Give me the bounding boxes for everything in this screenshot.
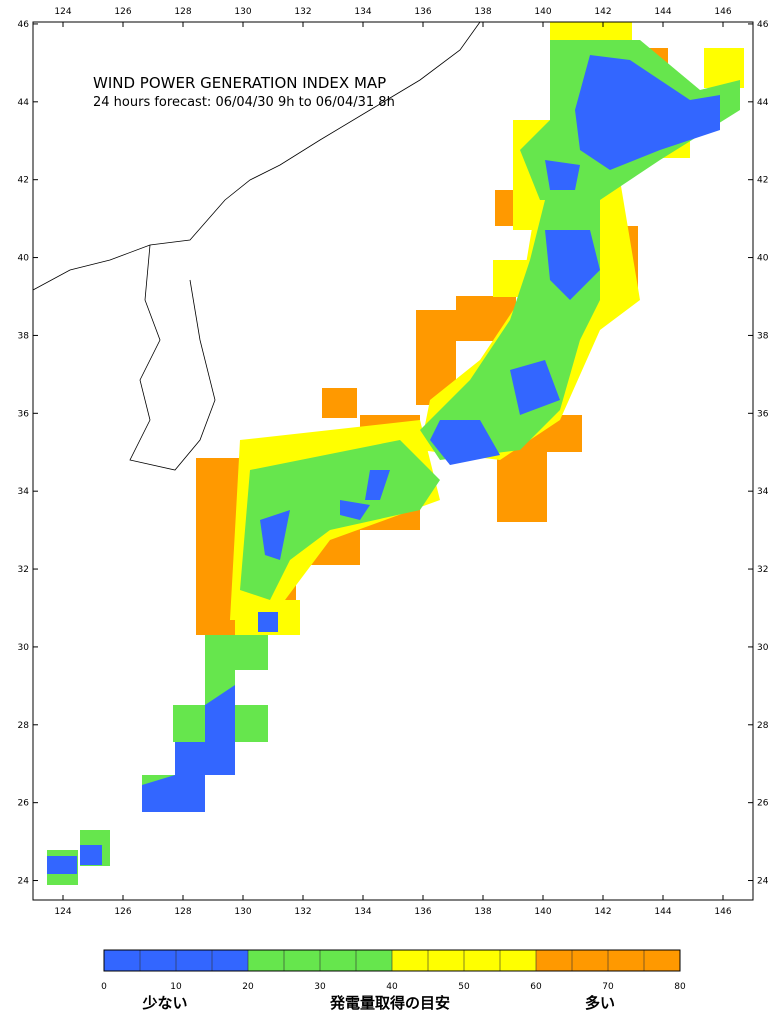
y-tick-label: 38 [757, 331, 769, 341]
y-tick-label: 26 [757, 799, 769, 809]
green-cells [47, 40, 740, 885]
x-tick-label: 136 [414, 7, 431, 17]
y-tick-label: 40 [18, 254, 30, 264]
y-tick-label: 36 [757, 409, 769, 419]
colorbar-tick-label: 40 [386, 982, 398, 992]
colorbar-tick-label: 20 [242, 982, 254, 992]
y-tick-label: 46 [18, 20, 30, 30]
x-tick-label: 136 [414, 907, 431, 917]
y-tick-label: 34 [757, 487, 769, 497]
x-tick-label: 130 [234, 7, 251, 17]
x-tick-label: 138 [474, 7, 491, 17]
y-tick-label: 38 [18, 331, 30, 341]
y-tick-label: 44 [757, 98, 769, 108]
y-tick-label: 44 [18, 98, 30, 108]
colorbar-tick-label: 10 [170, 982, 182, 992]
y-tick-label: 32 [757, 565, 768, 575]
x-tick-label: 140 [534, 7, 551, 17]
y-tick-label: 28 [18, 721, 30, 731]
x-tick-label: 140 [534, 907, 551, 917]
x-tick-label: 144 [654, 907, 671, 917]
coastline [129, 244, 216, 471]
y-tick-label: 42 [18, 176, 29, 186]
y-tick-label: 32 [18, 565, 29, 575]
y-tick-label: 36 [18, 409, 30, 419]
x-tick-label: 132 [294, 907, 311, 917]
colorbar-tick-label: 30 [314, 982, 326, 992]
x-tick-label: 134 [354, 7, 371, 17]
colorbar-low-label: 少ない [141, 994, 187, 1012]
y-tick-label: 30 [757, 643, 769, 653]
x-tick-label: 142 [594, 907, 611, 917]
x-tick-label: 138 [474, 907, 491, 917]
y-tick-label: 34 [18, 487, 30, 497]
y-tick-label: 26 [18, 799, 30, 809]
x-tick-label: 146 [714, 907, 731, 917]
x-tick-label: 130 [234, 907, 251, 917]
x-tick-label: 146 [714, 7, 731, 17]
colorbar-tick-label: 0 [101, 982, 107, 992]
x-tick-label: 128 [174, 907, 191, 917]
colorbar-tick-label: 50 [458, 982, 470, 992]
map-frame [32, 21, 754, 901]
x-tick-label: 124 [54, 7, 71, 17]
y-tick-label: 40 [757, 254, 769, 264]
y-tick-label: 46 [757, 20, 769, 30]
x-tick-label: 132 [294, 7, 311, 17]
y-tick-label: 24 [18, 877, 30, 887]
y-tick-label: 24 [757, 877, 769, 887]
map-title: WIND POWER GENERATION INDEX MAP [93, 74, 386, 92]
coastline [32, 21, 481, 291]
colorbar-tick-label: 80 [674, 982, 686, 992]
wind-index-map [32, 21, 744, 885]
x-tick-label: 126 [114, 7, 131, 17]
x-tick-label: 126 [114, 907, 131, 917]
colorbar-tick-label: 60 [530, 982, 542, 992]
map-subtitle: 24 hours forecast: 06/04/30 9h to 06/04/… [93, 95, 395, 110]
x-tick-label: 142 [594, 7, 611, 17]
x-tick-label: 124 [54, 907, 71, 917]
y-tick-label: 42 [757, 176, 768, 186]
y-tick-label: 28 [757, 721, 769, 731]
blue-cells [47, 55, 720, 874]
colorbar-high-label: 多い [585, 994, 615, 1012]
colorbar-tick-label: 70 [602, 982, 614, 992]
x-tick-label: 134 [354, 907, 371, 917]
x-tick-label: 128 [174, 7, 191, 17]
colorbar-center-label: 発電量取得の目安 [329, 994, 450, 1012]
y-tick-label: 30 [18, 643, 30, 653]
colorbar-frame [103, 949, 681, 972]
x-tick-label: 144 [654, 7, 671, 17]
